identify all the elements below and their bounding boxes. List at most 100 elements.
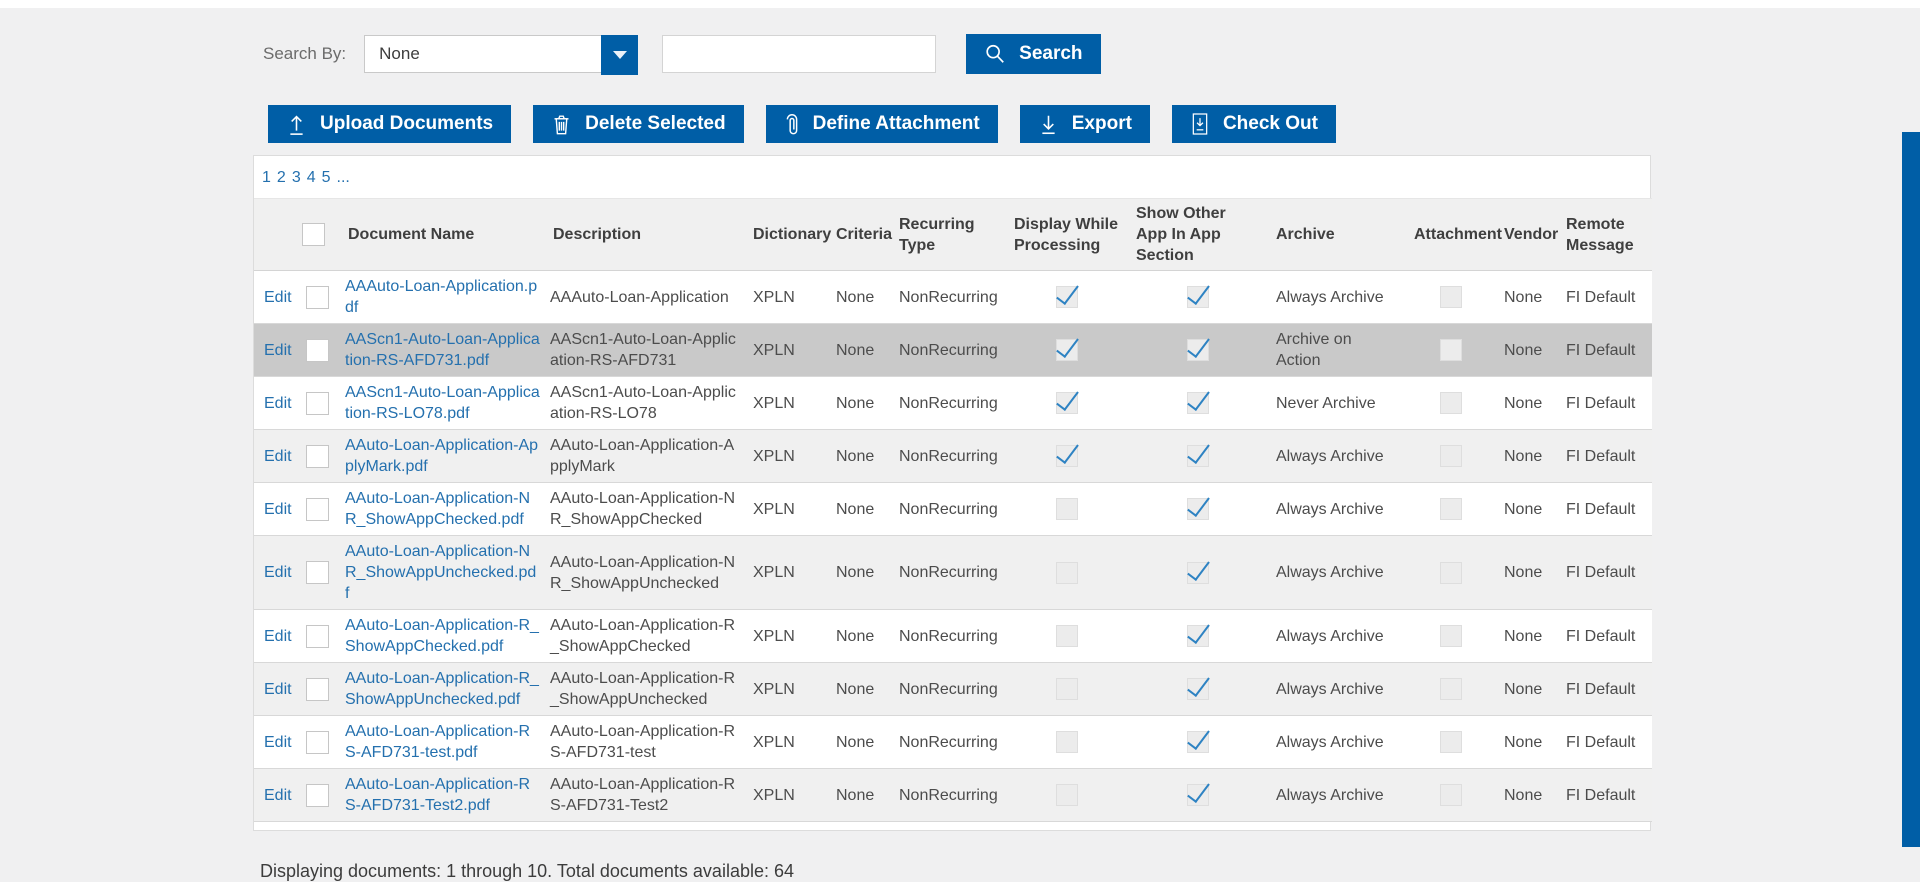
document-link[interactable]: AAuto-Loan-Application-R_ShowAppUnchecke… xyxy=(345,670,539,708)
display-while-processing-checkbox xyxy=(1056,678,1078,700)
edit-link[interactable]: Edit xyxy=(264,288,292,306)
edit-link[interactable]: Edit xyxy=(264,733,292,751)
document-link[interactable]: AAScn1-Auto-Loan-Application-RS-LO78.pdf xyxy=(345,384,540,422)
edit-link[interactable]: Edit xyxy=(264,394,292,412)
description-cell: AAuto-Loan-Application-NR_ShowAppUncheck… xyxy=(545,535,745,610)
document-link[interactable]: AAuto-Loan-Application-ApplyMark.pdf xyxy=(345,437,539,475)
row-checkbox[interactable] xyxy=(305,730,329,754)
select-all-checkbox[interactable] xyxy=(302,223,325,246)
description-cell: AAuto-Loan-Application-RS-AFD731-test xyxy=(545,715,745,769)
display-while-processing-checkbox xyxy=(1056,339,1078,361)
table-row: Edit AAuto-Loan-Application-R_ShowAppUnc… xyxy=(254,662,1652,716)
search-by-dropdown[interactable]: None xyxy=(364,35,639,75)
attachment-checkbox xyxy=(1440,625,1462,647)
remote-message-cell: FI Default xyxy=(1558,662,1652,716)
dictionary-cell: XPLN xyxy=(745,323,828,377)
dropdown-toggle-button[interactable] xyxy=(601,35,639,75)
description-header: Description xyxy=(545,198,745,271)
show-other-app-header: Show Other App In App Section xyxy=(1128,198,1268,271)
upload-documents-button[interactable]: Upload Documents xyxy=(268,105,512,143)
row-checkbox[interactable] xyxy=(305,444,329,468)
table-row: Edit AAScn1-Auto-Loan-Application-RS-LO7… xyxy=(254,376,1652,430)
remote-message-cell: FI Default xyxy=(1558,535,1652,610)
remote-message-cell: FI Default xyxy=(1558,323,1652,377)
checkout-document-icon xyxy=(1192,113,1208,135)
edit-link[interactable]: Edit xyxy=(264,564,292,581)
page-link[interactable]: 5 xyxy=(321,169,331,186)
delete-selected-label: Delete Selected xyxy=(585,113,726,134)
row-checkbox[interactable] xyxy=(305,624,329,648)
dictionary-cell: XPLN xyxy=(745,376,828,430)
dictionary-cell: XPLN xyxy=(745,535,828,610)
description-cell: AAuto-Loan-Application-RS-AFD731-Test2 xyxy=(545,768,745,822)
row-checkbox[interactable] xyxy=(305,391,329,415)
archive-cell: Always Archive xyxy=(1268,715,1406,769)
documents-table: Document Name Description Dictionary Cri… xyxy=(254,198,1652,822)
search-icon xyxy=(986,44,1005,63)
vertical-scrollbar[interactable] xyxy=(1902,132,1920,847)
document-link[interactable]: AAuto-Loan-Application-RS-AFD731-test.pd… xyxy=(345,723,530,761)
edit-column-header xyxy=(254,198,294,271)
documents-panel: 1 2 3 4 5... Document Name Description Dicti… xyxy=(253,155,1652,831)
criteria-cell: None xyxy=(828,323,891,377)
document-link[interactable]: AAuto-Loan-Application-RS-AFD731-Test2.p… xyxy=(345,776,530,814)
criteria-header: Criteria xyxy=(828,198,892,271)
archive-cell: Archive on Action xyxy=(1268,323,1406,377)
display-while-processing-checkbox xyxy=(1056,286,1078,308)
check-out-button[interactable]: Check Out xyxy=(1171,105,1336,143)
remote-message-cell: FI Default xyxy=(1558,429,1652,483)
archive-cell: Always Archive xyxy=(1268,662,1406,716)
page-link[interactable]: 4 xyxy=(306,169,316,186)
edit-link[interactable]: Edit xyxy=(264,500,292,518)
attachment-checkbox xyxy=(1440,286,1462,308)
display-while-processing-checkbox xyxy=(1056,392,1078,414)
edit-link[interactable]: Edit xyxy=(264,786,292,804)
dictionary-cell: XPLN xyxy=(745,270,828,324)
document-toolbar: Upload Documents Delete Selected Define … xyxy=(268,105,1920,143)
chevron-down-icon xyxy=(612,51,627,59)
remote-message-cell: FI Default xyxy=(1558,715,1652,769)
document-link[interactable]: AAuto-Loan-Application-NR_ShowAppChecked… xyxy=(345,490,530,528)
vendor-cell: None xyxy=(1496,715,1558,769)
criteria-cell: None xyxy=(828,429,891,483)
documents-table-body: Edit AAAuto-Loan-Application.pdf AAAuto-… xyxy=(254,270,1652,822)
row-checkbox[interactable] xyxy=(305,561,329,584)
attachment-checkbox xyxy=(1440,498,1462,520)
archive-cell: Always Archive xyxy=(1268,270,1406,324)
recurring-type-cell: NonRecurring xyxy=(891,662,1006,716)
search-input[interactable] xyxy=(662,35,937,73)
delete-selected-button[interactable]: Delete Selected xyxy=(533,105,744,143)
search-button[interactable]: Search xyxy=(966,34,1101,74)
document-link[interactable]: AAAuto-Loan-Application.pdf xyxy=(345,278,538,316)
recurring-type-cell: NonRecurring xyxy=(891,376,1006,430)
row-checkbox[interactable] xyxy=(305,338,329,362)
attachment-checkbox xyxy=(1440,392,1462,414)
row-checkbox[interactable] xyxy=(305,783,329,807)
criteria-cell: None xyxy=(828,609,891,663)
edit-link[interactable]: Edit xyxy=(264,627,292,645)
edit-link[interactable]: Edit xyxy=(264,341,292,359)
define-attachment-button[interactable]: Define Attachment xyxy=(765,105,998,143)
define-attachment-label: Define Attachment xyxy=(812,113,980,134)
edit-link[interactable]: Edit xyxy=(264,447,292,465)
export-button[interactable]: Export xyxy=(1019,105,1150,143)
page-link[interactable]: 2 xyxy=(276,169,286,186)
table-header-row: Document Name Description Dictionary Cri… xyxy=(254,198,1652,271)
edit-link[interactable]: Edit xyxy=(264,680,292,698)
row-checkbox[interactable] xyxy=(305,285,329,309)
page-link[interactable]: 1 xyxy=(262,169,271,186)
show-other-app-checkbox xyxy=(1187,445,1209,467)
page-link[interactable]: 3 xyxy=(291,169,301,186)
row-checkbox[interactable] xyxy=(305,677,329,701)
top-white-strip xyxy=(0,0,1920,8)
row-checkbox[interactable] xyxy=(305,497,329,521)
archive-cell: Always Archive xyxy=(1268,768,1406,822)
page-link[interactable]: ... xyxy=(336,169,350,186)
document-link[interactable]: AAScn1-Auto-Loan-Application-RS-AFD731.p… xyxy=(345,331,540,369)
check-out-label: Check Out xyxy=(1222,113,1318,134)
document-link[interactable]: AAuto-Loan-Application-R_ShowAppChecked.… xyxy=(345,617,539,655)
document-link[interactable]: AAuto-Loan-Application-NR_ShowAppUncheck… xyxy=(345,543,537,602)
recurring-type-cell: NonRecurring xyxy=(891,429,1006,483)
display-while-processing-checkbox xyxy=(1056,731,1078,753)
upload-icon xyxy=(290,115,303,135)
